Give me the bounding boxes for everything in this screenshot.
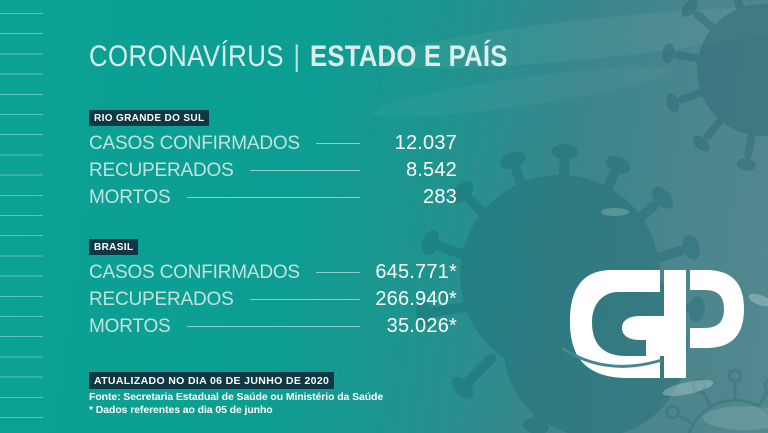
stat-value: 8.542 [405, 159, 457, 181]
stat-connector-line [315, 143, 360, 144]
section-rio-grande-do-sul: RIO GRANDE DO SUL CASOS CONFIRMADOS 12.0… [89, 108, 457, 211]
stat-label: RECUPERADOS [89, 159, 234, 181]
stat-value: 283 [423, 186, 457, 208]
logo-swoosh [562, 346, 663, 368]
virus-illustration-large [415, 144, 705, 433]
note-text: * Dados referentes ao dia 05 de junho [89, 404, 273, 416]
virus-illustration-bottom-right [665, 368, 768, 433]
stat-connector-line [186, 197, 360, 198]
title-separator: | [293, 40, 301, 73]
stat-value: 266.940* [375, 288, 457, 310]
stat-row: MORTOS 283 [89, 184, 457, 211]
title-secondary: ESTADO E PAÍS [309, 40, 508, 73]
stat-row: CASOS CONFIRMADOS 12.037 [89, 130, 457, 157]
stat-connector-line [249, 170, 360, 171]
section-brasil: BRASIL CASOS CONFIRMADOS 645.771* RECUPE… [89, 237, 457, 340]
ruler-ticks [0, 13, 43, 422]
updated-badge: ATUALIZADO NO DIA 06 DE JUNHO DE 2020 [89, 372, 335, 389]
section-badge: BRASIL [89, 239, 139, 255]
title-primary: CORONAVÍRUS [89, 40, 284, 73]
stat-label: MORTOS [89, 186, 171, 208]
gp-logo [562, 270, 744, 378]
stat-row: MORTOS 35.026* [89, 313, 457, 340]
stat-row: RECUPERADOS 8.542 [89, 157, 457, 184]
stat-connector-line [249, 299, 360, 300]
stat-value: 12.037 [394, 132, 457, 154]
source-text: Fonte: Secretaria Estadual de Saúde ou M… [89, 391, 384, 403]
page-title: CORONAVÍRUS | ESTADO E PAÍS [89, 40, 508, 74]
virus-illustration-top-right [662, 0, 768, 171]
stat-label: RECUPERADOS [89, 288, 234, 310]
stat-value: 35.026* [386, 315, 457, 337]
section-badge: RIO GRANDE DO SUL [89, 110, 210, 126]
stat-label: CASOS CONFIRMADOS [89, 132, 300, 154]
stat-value: 645.771* [375, 261, 457, 283]
stat-row: RECUPERADOS 266.940* [89, 286, 457, 313]
stat-row: CASOS CONFIRMADOS 645.771* [89, 259, 457, 286]
stat-label: CASOS CONFIRMADOS [89, 261, 300, 283]
stat-label: MORTOS [89, 315, 171, 337]
stat-connector-line [186, 326, 360, 327]
footer: ATUALIZADO NO DIA 06 DE JUNHO DE 2020 Fo… [89, 371, 469, 417]
stat-connector-line [315, 272, 360, 273]
